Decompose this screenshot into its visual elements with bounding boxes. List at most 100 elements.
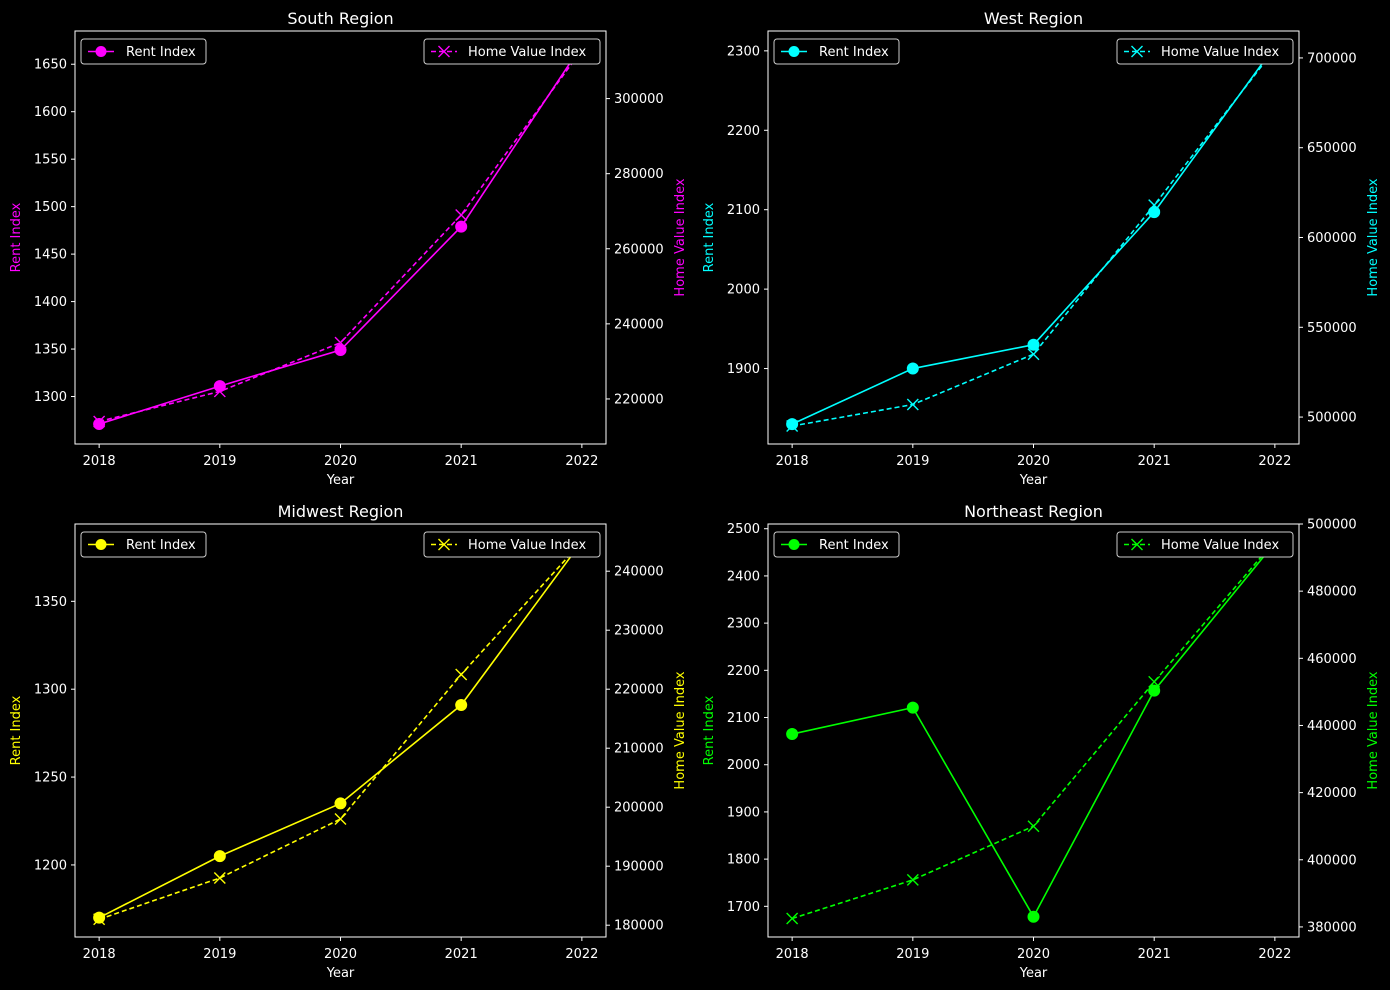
- y-left-tick-label: 1350: [34, 343, 67, 358]
- y-right-tick-label: 210000: [614, 742, 664, 757]
- series-line-home-value-index: [99, 542, 582, 920]
- legend-label: Home Value Index: [1161, 45, 1279, 60]
- x-tick-label: 2022: [1258, 947, 1291, 962]
- y-right-tick-label: 280000: [614, 167, 664, 182]
- y-left-tick-label: 1700: [727, 900, 760, 915]
- series-line-rent-index: [99, 542, 582, 918]
- chart-title: West Region: [984, 9, 1083, 28]
- y-left-tick-label: 1600: [34, 105, 67, 120]
- legend-right: Home Value Index: [424, 39, 600, 64]
- y-right-tick-label: 240000: [614, 317, 664, 332]
- legend-label: Home Value Index: [1161, 538, 1279, 553]
- y-right-tick-label: 650000: [1307, 141, 1357, 156]
- x-axis-label: Year: [1019, 473, 1048, 488]
- legend-left: Rent Index: [774, 532, 899, 557]
- y-left-tick-label: 1300: [34, 683, 67, 698]
- data-point-rent-index: [787, 729, 798, 740]
- y-left-tick-label: 2300: [727, 617, 760, 632]
- y-right-tick-label: 230000: [614, 624, 664, 639]
- x-tick-label: 2020: [324, 947, 357, 962]
- y-right-tick-label: 220000: [614, 392, 664, 407]
- y-right-tick-label: 260000: [614, 242, 664, 257]
- legend-marker: [789, 46, 800, 57]
- data-point-rent-index: [787, 419, 798, 430]
- x-tick-label: 2019: [203, 454, 236, 469]
- y-right-tick-label: 380000: [1307, 920, 1357, 935]
- y-left-axis-label: Rent Index: [702, 695, 717, 765]
- x-axis-label: Year: [1019, 966, 1048, 981]
- y-right-tick-label: 400000: [1307, 853, 1357, 868]
- y-left-tick-label: 1350: [34, 595, 67, 610]
- x-tick-label: 2020: [1017, 454, 1050, 469]
- y-left-tick-label: 1650: [34, 58, 67, 73]
- x-tick-label: 2020: [1017, 947, 1050, 962]
- y-left-axis-label: Rent Index: [9, 695, 24, 765]
- y-left-tick-label: 1500: [34, 200, 67, 215]
- plot-frame: [75, 31, 606, 444]
- series-line-rent-index: [792, 46, 1275, 424]
- legend-label: Home Value Index: [468, 45, 586, 60]
- x-tick-label: 2021: [1138, 947, 1171, 962]
- chart-title: South Region: [287, 9, 393, 28]
- y-right-tick-label: 500000: [1307, 518, 1357, 533]
- x-tick-label: 2018: [83, 454, 116, 469]
- legend-label: Rent Index: [126, 538, 196, 553]
- y-right-axis-label: Home Value Index: [1366, 178, 1381, 296]
- data-point-home-value-index: [907, 874, 918, 885]
- data-point-rent-index: [456, 221, 467, 232]
- legend-right: Home Value Index: [424, 532, 600, 557]
- chart-title: Midwest Region: [278, 502, 404, 521]
- data-point-home-value-index: [335, 814, 346, 825]
- y-left-tick-label: 2100: [727, 711, 760, 726]
- legend-marker: [96, 539, 107, 550]
- legend-marker: [789, 539, 800, 550]
- y-right-axis-label: Home Value Index: [673, 671, 688, 789]
- series-line-rent-index: [792, 543, 1275, 917]
- legend-marker: [96, 46, 107, 57]
- legend-left: Rent Index: [81, 532, 206, 557]
- x-tick-label: 2022: [1258, 454, 1291, 469]
- legend-label: Home Value Index: [468, 538, 586, 553]
- x-tick-label: 2019: [896, 454, 929, 469]
- legend-label: Rent Index: [126, 45, 196, 60]
- y-left-tick-label: 1900: [727, 362, 760, 377]
- y-right-tick-label: 300000: [614, 92, 664, 107]
- x-tick-label: 2021: [445, 454, 478, 469]
- y-right-tick-label: 180000: [614, 919, 664, 934]
- series-line-home-value-index: [792, 49, 1275, 426]
- data-point-rent-index: [907, 702, 918, 713]
- data-point-rent-index: [907, 363, 918, 374]
- y-left-tick-label: 2200: [727, 124, 760, 139]
- data-point-home-value-index: [787, 913, 798, 924]
- y-right-tick-label: 480000: [1307, 585, 1357, 600]
- x-tick-label: 2018: [776, 947, 809, 962]
- y-left-tick-label: 2400: [727, 569, 760, 584]
- y-right-tick-label: 460000: [1307, 652, 1357, 667]
- x-tick-label: 2020: [324, 454, 357, 469]
- y-left-tick-label: 2000: [727, 758, 760, 773]
- y-left-tick-label: 2200: [727, 664, 760, 679]
- y-left-tick-label: 1800: [727, 853, 760, 868]
- data-point-home-value-index: [214, 873, 225, 884]
- x-tick-label: 2018: [83, 947, 116, 962]
- y-left-tick-label: 1200: [34, 858, 67, 873]
- legend-label: Rent Index: [819, 538, 889, 553]
- y-left-tick-label: 2100: [727, 203, 760, 218]
- y-right-tick-label: 550000: [1307, 321, 1357, 336]
- x-tick-label: 2021: [1138, 454, 1171, 469]
- y-left-tick-label: 2000: [727, 283, 760, 298]
- data-point-rent-index: [456, 700, 467, 711]
- x-tick-label: 2022: [565, 947, 598, 962]
- y-right-tick-label: 600000: [1307, 231, 1357, 246]
- y-left-tick-label: 2300: [727, 44, 760, 59]
- y-right-tick-label: 440000: [1307, 719, 1357, 734]
- y-left-tick-label: 1250: [34, 771, 67, 786]
- x-tick-label: 2022: [565, 454, 598, 469]
- y-left-tick-label: 1400: [34, 295, 67, 310]
- plot-frame: [768, 524, 1299, 937]
- data-point-rent-index: [335, 798, 346, 809]
- chart-panel-4: Northeast Region2018 2019 2020 2021 2022Year…: [702, 502, 1381, 981]
- data-point-home-value-index: [456, 209, 467, 220]
- x-axis-label: Year: [326, 473, 355, 488]
